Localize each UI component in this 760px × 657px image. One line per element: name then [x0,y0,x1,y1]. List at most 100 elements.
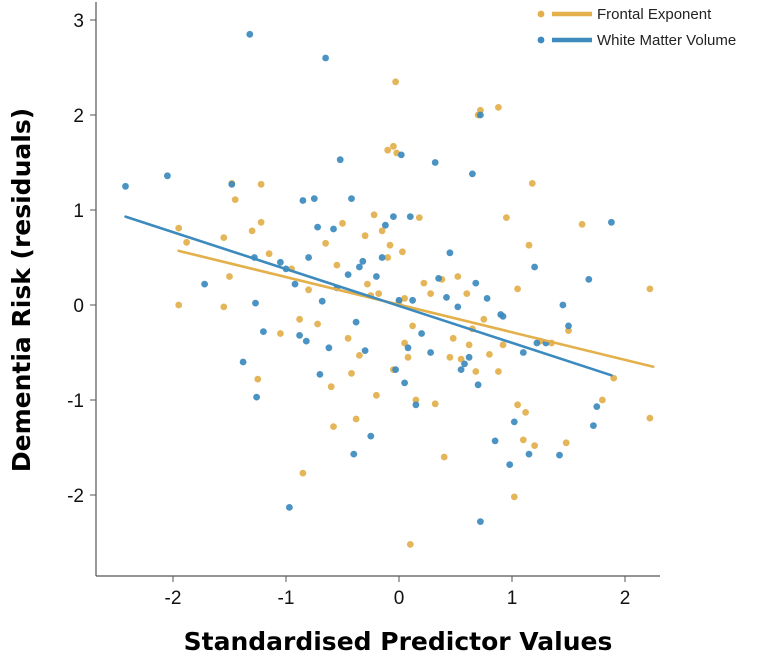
point-frontal-exponent [401,295,408,302]
point-frontal-exponent [472,368,480,375]
point-frontal-exponent [314,320,321,328]
y-tick-label: 3 [73,11,84,32]
point-white-matter-volume [585,276,593,283]
point-frontal-exponent [299,469,307,477]
y-tick-label: 1 [73,201,84,222]
point-white-matter-volume [510,418,518,426]
point-white-matter-volume [499,313,507,320]
point-frontal-exponent [406,541,414,548]
point-frontal-exponent [646,285,654,293]
point-white-matter-volume [608,218,615,226]
point-frontal-exponent [361,232,369,240]
point-frontal-exponent [333,261,341,269]
point-white-matter-volume [291,280,299,288]
x-tick-label: 1 [507,588,518,609]
point-frontal-exponent [226,273,233,280]
x-tick-label: -2 [165,588,182,609]
point-frontal-exponent [454,273,462,280]
point-white-matter-volume [461,360,468,368]
point-frontal-exponent [440,453,448,461]
point-white-matter-volume [305,254,312,261]
point-frontal-exponent [465,341,473,349]
point-white-matter-volume [519,349,527,356]
point-frontal-exponent [390,142,397,150]
point-frontal-exponent [412,396,420,404]
point-frontal-exponent [562,439,570,447]
point-white-matter-volume [382,221,389,229]
point-white-matter-volume [474,381,482,389]
point-frontal-exponent [565,327,572,334]
point-white-matter-volume [472,279,480,287]
point-white-matter-volume [427,349,434,356]
point-frontal-exponent [578,220,586,228]
point-frontal-exponent [646,414,654,422]
legend-item-white-matter-volume: White Matter Volume [537,32,736,49]
point-white-matter-volume [228,180,236,188]
point-white-matter-volume [277,258,284,266]
y-tick-label: 0 [73,296,84,317]
point-white-matter-volume [443,294,450,301]
point-white-matter-volume [373,273,380,280]
point-frontal-exponent [384,146,392,154]
point-white-matter-volume [330,225,337,233]
point-frontal-exponent [375,290,383,297]
point-frontal-exponent [528,180,536,187]
fit-line-frontal-exponent [177,249,655,369]
point-white-matter-volume [593,403,601,410]
legend-marker-white-matter-volume [537,36,545,44]
point-frontal-exponent [519,436,527,444]
x-tick-label: -1 [278,588,295,609]
point-frontal-exponent [463,290,471,297]
point-frontal-exponent [344,334,352,342]
point-frontal-exponent [392,78,399,86]
point-frontal-exponent [322,239,329,247]
point-white-matter-volume [122,182,129,190]
point-white-matter-volume [302,337,310,345]
point-white-matter-volume [397,151,405,159]
point-frontal-exponent [257,180,265,188]
point-frontal-exponent [254,375,262,383]
legend-label-frontal-exponent: Frontal Exponent [597,6,712,23]
point-white-matter-volume [477,111,484,119]
point-white-matter-volume [418,330,425,337]
point-white-matter-volume [336,156,344,164]
point-frontal-exponent [373,391,380,399]
y-ticks: -2 -1 0 1 2 3 [67,11,96,507]
x-tick-label: 2 [620,588,631,609]
point-frontal-exponent [477,106,484,114]
point-frontal-exponent [409,322,416,330]
point-white-matter-volume [395,296,403,304]
point-white-matter-volume [239,358,247,366]
point-white-matter-volume [356,263,363,271]
point-frontal-exponent [277,330,284,337]
point-frontal-exponent [499,341,507,349]
point-white-matter-volume [404,344,412,352]
point-white-matter-volume [310,195,318,203]
point-frontal-exponent [415,214,423,222]
point-frontal-exponent [514,401,521,409]
point-frontal-exponent [220,303,228,311]
point-frontal-exponent [175,301,183,309]
point-frontal-exponent [370,211,378,219]
point-white-matter-volume [483,295,491,302]
point-white-matter-volume [286,504,293,511]
point-frontal-exponent [257,218,265,226]
point-white-matter-volume [325,344,333,352]
point-white-matter-volume [390,213,397,221]
point-frontal-exponent [220,234,228,242]
point-frontal-exponent [495,368,502,375]
point-frontal-exponent [525,241,533,249]
point-frontal-exponent [522,409,529,416]
point-frontal-exponent [348,370,355,377]
point-white-matter-volume [392,366,399,373]
point-white-matter-volume [322,54,329,62]
point-frontal-exponent [404,353,412,361]
point-frontal-exponent [352,415,360,423]
fit-line-white-matter-volume [124,215,613,377]
point-white-matter-volume [431,159,439,166]
point-frontal-exponent [495,104,502,111]
point-frontal-exponent [305,286,312,294]
point-frontal-exponent [514,285,521,293]
point-frontal-exponent [401,339,408,347]
point-white-matter-volume [344,271,352,278]
